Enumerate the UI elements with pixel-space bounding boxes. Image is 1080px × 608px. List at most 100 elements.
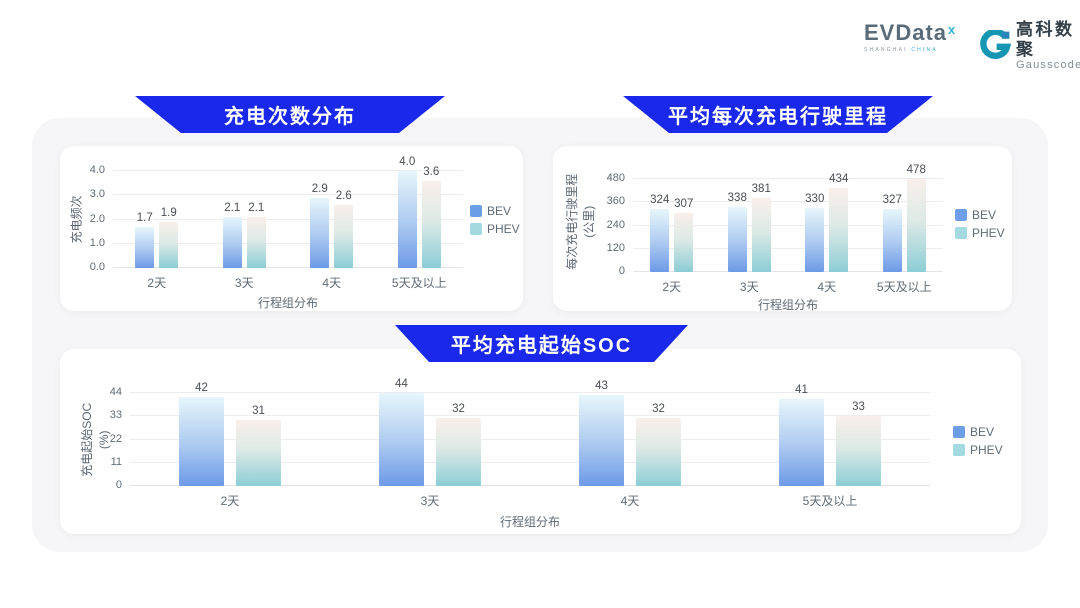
bar-group: 1.7 1.9 2天 [135, 171, 179, 290]
gridline: 240 [607, 219, 943, 231]
x-axis-title: 行程组分布 [257, 296, 318, 310]
gridline: 1.0 [90, 237, 463, 249]
bar-bev-2天: 42 [179, 382, 224, 486]
value-label: 307 [674, 197, 694, 210]
card-start-soc: 充电起始SOC (%) 0 11 22 33 44 42 31 2天 44 32 3天 43 32 4天 41… [60, 349, 1021, 534]
y-tick-label: 2.0 [89, 212, 105, 225]
y-tick-label: 240 [606, 218, 625, 231]
bar-bev-5天及以上: 4.0 [397, 156, 417, 268]
banner-charge-count-title: 充电次数分布 [135, 96, 445, 133]
legend-label: PHEV [487, 222, 520, 236]
banner-start-soc-title: 平均充电起始SOC [395, 325, 688, 362]
bar-bev-5天及以上: 41 [779, 384, 824, 486]
value-label: 2.6 [335, 189, 352, 202]
bar-bev-5天及以上: 327 [883, 194, 902, 272]
value-label: 327 [882, 193, 902, 206]
value-label: 43 [595, 380, 608, 393]
bar-phev-3天: 2.1 [246, 202, 266, 268]
x-axis-title: 行程组分布 [757, 298, 818, 312]
x-category-label: 2天 [662, 280, 682, 294]
bar-phev-3天: 381 [752, 183, 771, 272]
bar-phev-5天及以上: 33 [836, 401, 881, 486]
legend-item-phev[interactable]: PHEV [953, 443, 1003, 457]
y-tick-label: 0.0 [89, 261, 105, 273]
y-axis-title-line: 充电频次 [69, 194, 84, 243]
bar-group: 2.9 2.6 4天 [310, 171, 354, 290]
bar-group: 41 33 5天及以上 [779, 384, 881, 508]
legend-item-phev[interactable]: PHEV [955, 226, 1005, 240]
y-tick-label: 1.0 [89, 236, 105, 249]
y-axis-title: 充电起始SOC (%) [79, 403, 113, 477]
gridline: 0 [619, 265, 943, 277]
value-label: 381 [751, 183, 771, 196]
legend-item-bev[interactable]: BEV [955, 208, 1005, 222]
value-label: 3.6 [423, 165, 440, 178]
x-category-label: 5天及以上 [391, 276, 447, 290]
y-tick-label: 4.0 [89, 164, 105, 176]
x-category-label: 4天 [322, 276, 342, 290]
legend-item-bev[interactable]: BEV [470, 204, 520, 218]
y-axis-title: 每次充电行驶里程 (公里) [564, 173, 598, 269]
gausscode-en-name: Gausscode [1016, 59, 1080, 72]
x-category-label: 4天 [817, 280, 837, 294]
x-category-label: 2天 [220, 494, 240, 508]
gausscode-text: 高科数聚 Gausscode [1016, 20, 1080, 71]
gridline: 4.0 [90, 164, 463, 176]
legend-label: BEV [972, 208, 997, 222]
bar-group: 42 31 2天 [179, 382, 281, 508]
bar-phev-4天: 434 [829, 173, 848, 272]
value-label: 31 [252, 405, 265, 418]
x-category-label: 3天 [420, 494, 440, 508]
y-axis-title-line: (公里) [582, 205, 597, 238]
bar-phev-4天: 32 [636, 403, 681, 486]
x-category-label: 2天 [147, 276, 167, 290]
value-label: 338 [727, 191, 747, 204]
bar-group: 338 381 3天 [727, 179, 771, 294]
y-axis-title-line: 每次充电行驶里程 [565, 173, 580, 270]
value-label: 32 [452, 403, 465, 416]
legend: BEV PHEV [953, 425, 1003, 457]
value-label: 32 [652, 403, 665, 416]
evdata-logo: EVDatax SHANGHAI CHINA [864, 22, 956, 54]
bar-phev-5天及以上: 478 [907, 164, 926, 272]
gridline: 0 [116, 479, 930, 491]
value-label: 33 [852, 401, 865, 414]
value-label: 1.9 [160, 206, 177, 219]
chart-charge-count: 充电频次 0.0 1.0 2.0 3.0 4.0 1.7 1.9 2天 2.1 2.1 3天 2.9 2… [60, 146, 523, 311]
legend-swatch-phev [470, 223, 482, 235]
legend-item-bev[interactable]: BEV [953, 425, 1003, 439]
bar-bev-2天: 324 [650, 194, 669, 272]
bar-group: 330 434 4天 [805, 173, 848, 294]
chart-start-soc: 充电起始SOC (%) 0 11 22 33 44 42 31 2天 44 32 3天 43 32 4天 41… [60, 349, 1021, 534]
y-tick-label: 33 [109, 409, 122, 422]
x-category-label: 3天 [739, 280, 759, 294]
legend: BEV PHEV [470, 204, 520, 236]
bar-bev-2天: 1.7 [135, 212, 155, 268]
value-label: 41 [795, 384, 808, 397]
legend-label: PHEV [972, 226, 1005, 240]
x-category-label: 5天及以上 [876, 280, 932, 294]
y-axis-title-line: 充电起始SOC [80, 402, 95, 478]
x-category-label: 3天 [234, 276, 254, 290]
y-tick-label: 44 [109, 386, 122, 398]
bar-group: 44 32 3天 [379, 378, 481, 508]
bar-phev-2天: 31 [236, 405, 281, 486]
gridline: 33 [110, 409, 930, 421]
gridline: 44 [110, 386, 930, 398]
bar-phev-3天: 32 [436, 403, 481, 486]
legend-label: BEV [487, 204, 512, 218]
legend-label: PHEV [970, 443, 1003, 457]
evdata-logo-text: EVDatax [864, 22, 956, 44]
value-label: 2.1 [248, 202, 265, 215]
plot-area: 0 120 240 360 480 324 307 2天 338 381 3天 330 434 4天 327… [607, 164, 943, 294]
legend-item-phev[interactable]: PHEV [470, 222, 520, 236]
x-axis-title: 行程组分布 [499, 515, 560, 529]
gridline: 120 [607, 242, 943, 254]
value-label: 2.9 [311, 182, 328, 195]
y-tick-label: 120 [606, 241, 625, 254]
gausscode-logo: 高科数聚 Gausscode [979, 20, 1080, 71]
y-tick-label: 22 [109, 432, 122, 445]
gausscode-g-icon [980, 29, 1011, 59]
value-label: 1.7 [136, 211, 153, 224]
y-tick-label: 0 [618, 265, 625, 277]
